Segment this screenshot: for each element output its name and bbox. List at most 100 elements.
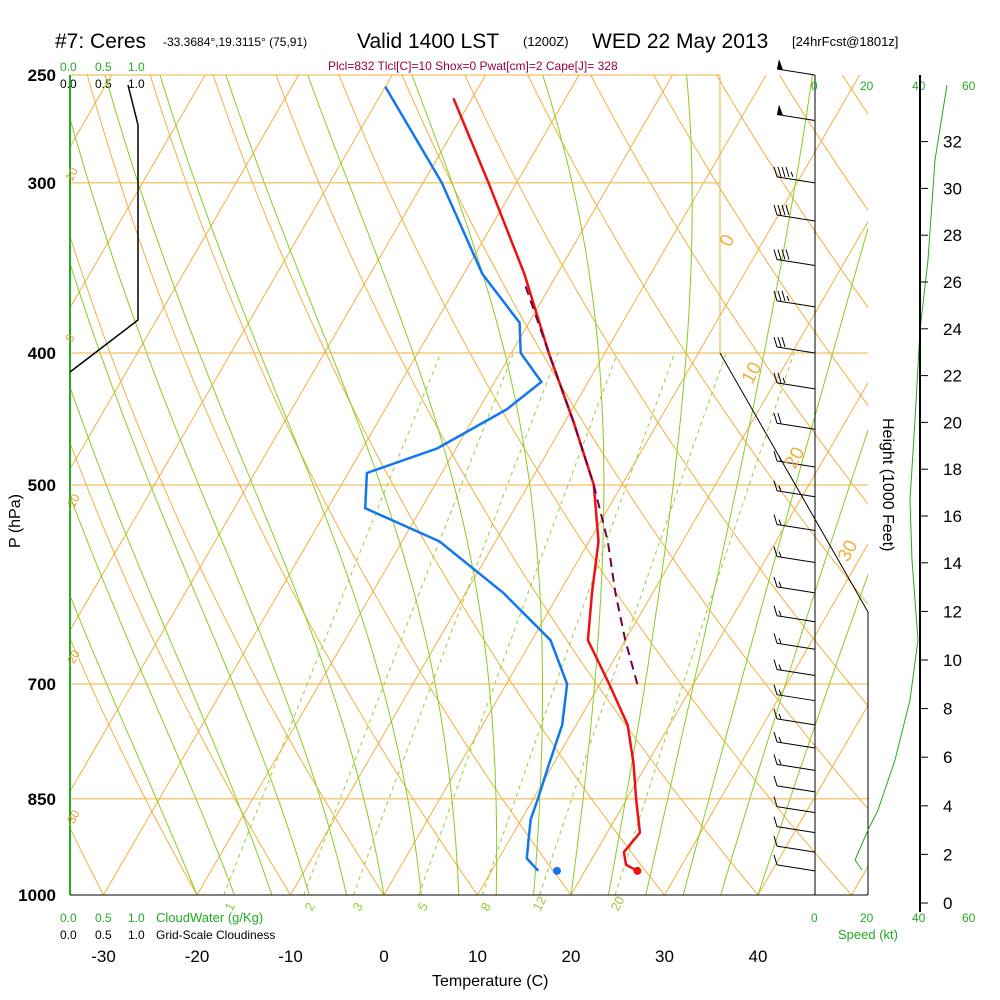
isotherm-label: -20	[62, 647, 83, 669]
surface-dewpoint-marker	[552, 866, 561, 875]
isotherm-line	[851, 865, 868, 895]
dry-adiabat-line	[70, 234, 385, 895]
speed-tick-bottom-2: 40	[912, 911, 926, 925]
dewpoint-line	[363, 86, 569, 872]
height-tick-label: 30	[943, 179, 962, 198]
wind-barb	[773, 684, 816, 702]
mixing-ratio-label: 8	[477, 900, 494, 913]
wind-barb	[773, 204, 816, 222]
height-tick-label: 22	[943, 367, 962, 386]
height-tick-label: 2	[943, 845, 952, 864]
wind-barb	[773, 372, 816, 390]
speed-axis-label: Speed (kt)	[838, 927, 898, 942]
isotherm-label: -30	[62, 807, 83, 829]
wind-barb	[773, 731, 816, 749]
wind-barb	[773, 480, 816, 498]
wind-barb	[773, 796, 816, 814]
cloudwater-tick-top-2: 1.0	[128, 60, 145, 74]
moist-adiabat-line	[70, 494, 235, 895]
height-tick-label: 26	[943, 273, 962, 292]
pressure-tick-label: 850	[28, 790, 56, 809]
moist-adiabat-line	[720, 428, 868, 895]
wind-barb	[773, 605, 816, 623]
wind-barb	[773, 336, 816, 354]
mixing-ratio-label: 20	[607, 894, 627, 914]
valid-time: Valid 1400 LST	[357, 30, 499, 53]
cloudiness-tick-top-2: 1.0	[128, 77, 145, 91]
dry-adiabat-line	[464, 75, 868, 707]
pressure-tick-label: 1000	[18, 886, 56, 905]
height-tick-label: 28	[943, 226, 962, 245]
temperature-tick-label: -30	[91, 947, 116, 966]
isotherm-label: -10	[62, 491, 83, 513]
temperature-tick-label: 0	[379, 947, 388, 966]
isotherm-label: 20	[781, 444, 809, 473]
dry-adiabat-line	[70, 441, 291, 895]
height-tick-label: 24	[943, 320, 962, 339]
temperature-axis: -30 -20 -10 0 10 20 30 40	[70, 894, 868, 966]
speed-tick-top-1: 20	[860, 79, 874, 93]
wind-barb	[773, 249, 816, 267]
mixing-ratio-label: 3	[349, 900, 366, 913]
isotherm-line	[757, 704, 868, 895]
height-tick-label: 4	[943, 797, 952, 816]
wind-barb	[773, 754, 816, 771]
pressure-axis: 250 300 400 500 700 850 1000	[18, 66, 56, 905]
valid-date: WED 22 May 2013	[592, 30, 768, 53]
pressure-tick-label: 300	[28, 174, 56, 193]
station-coords: -33.3684°,19.3115° (75,91)	[163, 35, 307, 49]
sounding-series	[363, 86, 642, 872]
dry-adiabat-line	[401, 75, 868, 810]
temperature-tick-label: 40	[749, 947, 768, 966]
moist-adiabat-line	[104, 75, 385, 895]
pressure-tick-label: 700	[28, 675, 56, 694]
surface-temperature-marker	[633, 866, 642, 875]
utc-time: (1200Z)	[523, 34, 569, 49]
speed-tick-top-0: 0	[811, 79, 818, 93]
height-tick-label: 18	[943, 460, 962, 479]
mixing-ratio-label: 12	[529, 894, 549, 914]
speed-tick-bottom-0: 0	[811, 911, 818, 925]
temperature-tick-label: 20	[562, 947, 581, 966]
pressure-tick-label: 500	[28, 476, 56, 495]
parcel-parameters: Plcl=832 Tlcl[C]=10 Shox=0 Pwat[cm]=2 Ca…	[328, 59, 618, 73]
isotherm-line	[0, 75, 18, 895]
dry-adiabat-line	[527, 75, 868, 605]
pressure-tick-label: 400	[28, 344, 56, 363]
dry-adiabat-line	[275, 75, 759, 895]
forecast-info: [24hrFcst@1801z]	[792, 34, 898, 49]
temperature-axis-label: Temperature (C)	[432, 973, 548, 990]
temperature-tick-label: -10	[278, 947, 303, 966]
moist-adiabat-line	[542, 75, 605, 895]
moist-adiabat-line	[645, 75, 813, 895]
wind-barb	[773, 546, 816, 563]
moist-adiabat-line	[159, 75, 422, 895]
cloudwater-tick-top-1: 0.5	[95, 60, 112, 74]
moist-adiabat-line	[607, 75, 693, 895]
moist-adiabat-line	[70, 385, 273, 895]
dry-adiabat-line	[70, 637, 198, 895]
cloudiness-tick-top-1: 0.5	[95, 77, 112, 91]
moist-adiabat-line	[70, 261, 310, 895]
pressure-tick-label: 250	[28, 66, 56, 85]
height-tick-label: 0	[943, 894, 952, 913]
moist-adiabat-line	[70, 116, 348, 895]
wind-barb	[773, 816, 816, 834]
temperature-tick-label: 10	[468, 947, 487, 966]
cloudwater-tick-bottom-0: 0.0	[60, 911, 77, 925]
moist-adiabat-line	[307, 75, 498, 895]
cloudwater-tick-top-0: 0.0	[60, 60, 77, 74]
mixing-ratio-line	[539, 352, 727, 895]
wind-barb	[773, 854, 816, 872]
wind-barb	[776, 104, 816, 122]
height-tick-label: 16	[943, 507, 962, 526]
cloudiness-tick-bottom-2: 1.0	[128, 928, 145, 942]
dry-adiabat-line	[590, 75, 868, 505]
wind-barb	[773, 413, 816, 430]
wind-barb	[773, 450, 816, 468]
isotherm-line	[664, 543, 868, 895]
height-tick-label: 32	[943, 133, 962, 152]
height-axis-label: Height (1000 Feet)	[879, 418, 896, 551]
dry-adiabat-line	[968, 75, 1000, 895]
